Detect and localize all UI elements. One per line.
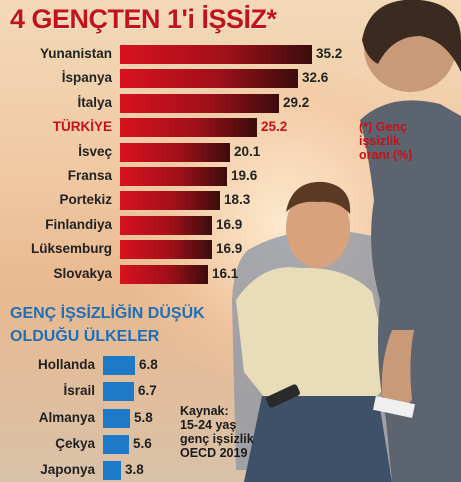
data-value-label: 3.8	[125, 462, 144, 478]
category-row: Hollanda	[0, 356, 95, 376]
data-value-label: 29.2	[283, 94, 310, 110]
category-label: Lüksemburg	[30, 241, 112, 257]
data-bar	[120, 142, 230, 162]
low-heading-line-1: GENÇ İŞSİZLİĞİN DÜŞÜK	[10, 305, 205, 322]
unit-note-line-2: işsizlik	[359, 134, 400, 148]
data-value-label: 5.6	[133, 435, 152, 451]
category-row: Çekya	[0, 435, 95, 455]
source-line-3: genç işsizlik	[180, 432, 254, 446]
source-line-2: 15-24 yaş	[180, 418, 237, 432]
category-row: Almanya	[0, 409, 95, 429]
category-label: Fransa	[67, 168, 112, 183]
money-bills	[372, 395, 416, 419]
source-line-1: Kaynak:	[180, 404, 229, 418]
data-value-label: 25.2	[261, 119, 288, 135]
data-bar	[103, 461, 121, 481]
low-heading-line-2: OLDUĞU ÜLKELER	[10, 328, 160, 345]
source-line-4: OECD 2019	[180, 446, 248, 460]
data-bar	[103, 408, 130, 428]
remote-control	[266, 384, 300, 408]
unit-note: (*) Genç işsizlik oranı (%)	[359, 120, 449, 162]
low-unemployment-heading: GENÇ İŞSİZLİĞİN DÜŞÜK OLDUĞU ÜLKELER	[10, 302, 205, 348]
data-value-label: 6.8	[139, 357, 158, 372]
category-row: Japonya	[0, 461, 95, 481]
data-value-label: 16.1	[212, 265, 239, 281]
category-label: İsrail	[63, 383, 95, 399]
data-value-label: 6.7	[138, 383, 157, 399]
category-label: Portekiz	[59, 192, 112, 208]
data-value-label: 35.2	[316, 46, 343, 61]
data-bar	[103, 434, 129, 454]
seated-man-shirt	[236, 267, 392, 410]
category-label: İspanya	[61, 70, 112, 86]
category-label: Slovakya	[53, 265, 112, 281]
category-row: Portekiz	[0, 191, 112, 211]
category-row: Lüksemburg	[0, 240, 112, 260]
data-value-label: 16.9	[216, 216, 243, 232]
data-bar	[103, 356, 135, 375]
data-value-label: 5.8	[134, 409, 153, 425]
category-label: Çekya	[55, 435, 95, 451]
category-label: İsveç	[78, 143, 112, 159]
data-value-label: 18.3	[224, 192, 251, 208]
data-bar	[120, 191, 220, 211]
seated-man-hair	[286, 181, 351, 214]
data-bar	[120, 93, 279, 113]
unit-note-line-1: (*) Genç	[359, 120, 407, 134]
category-row: İtalya	[0, 94, 112, 114]
category-row: TÜRKİYE	[0, 118, 112, 138]
standing-man-hair	[362, 0, 461, 72]
data-bar	[120, 118, 257, 138]
category-label: Hollanda	[37, 357, 95, 372]
category-label: TÜRKİYE	[52, 119, 112, 135]
category-label: Yunanistan	[39, 46, 112, 61]
category-row: Fransa	[0, 167, 112, 187]
data-bar	[120, 69, 298, 89]
source-note: Kaynak: 15-24 yaş genç işsizlik OECD 201…	[180, 404, 254, 460]
category-label: Almanya	[38, 409, 95, 425]
category-row: Yunanistan	[0, 45, 112, 65]
data-bar	[120, 45, 312, 64]
data-bar	[103, 382, 134, 402]
category-row: İsveç	[0, 143, 112, 163]
category-row: İsrail	[0, 382, 95, 402]
data-value-label: 32.6	[302, 70, 329, 86]
data-value-label: 20.1	[234, 143, 261, 159]
category-label: Finlandiya	[45, 216, 112, 232]
data-bar	[120, 264, 208, 284]
seated-man-head	[286, 188, 350, 268]
standing-man-arm	[381, 330, 414, 412]
category-label: Japonya	[40, 462, 95, 478]
data-value-label: 16.9	[216, 241, 243, 257]
data-bar	[120, 167, 227, 186]
category-row: Finlandiya	[0, 216, 112, 236]
seated-man-jeans	[244, 396, 392, 482]
category-row: İspanya	[0, 69, 112, 89]
chart-title: 4 GENÇTEN 1'i İŞSİZ*	[10, 4, 277, 34]
data-bar	[120, 240, 212, 260]
data-value-label: 19.6	[231, 168, 258, 183]
category-label: İtalya	[77, 94, 112, 110]
data-bar	[120, 215, 212, 235]
category-row: Slovakya	[0, 265, 112, 285]
unit-note-line-3: oranı (%)	[359, 148, 413, 162]
